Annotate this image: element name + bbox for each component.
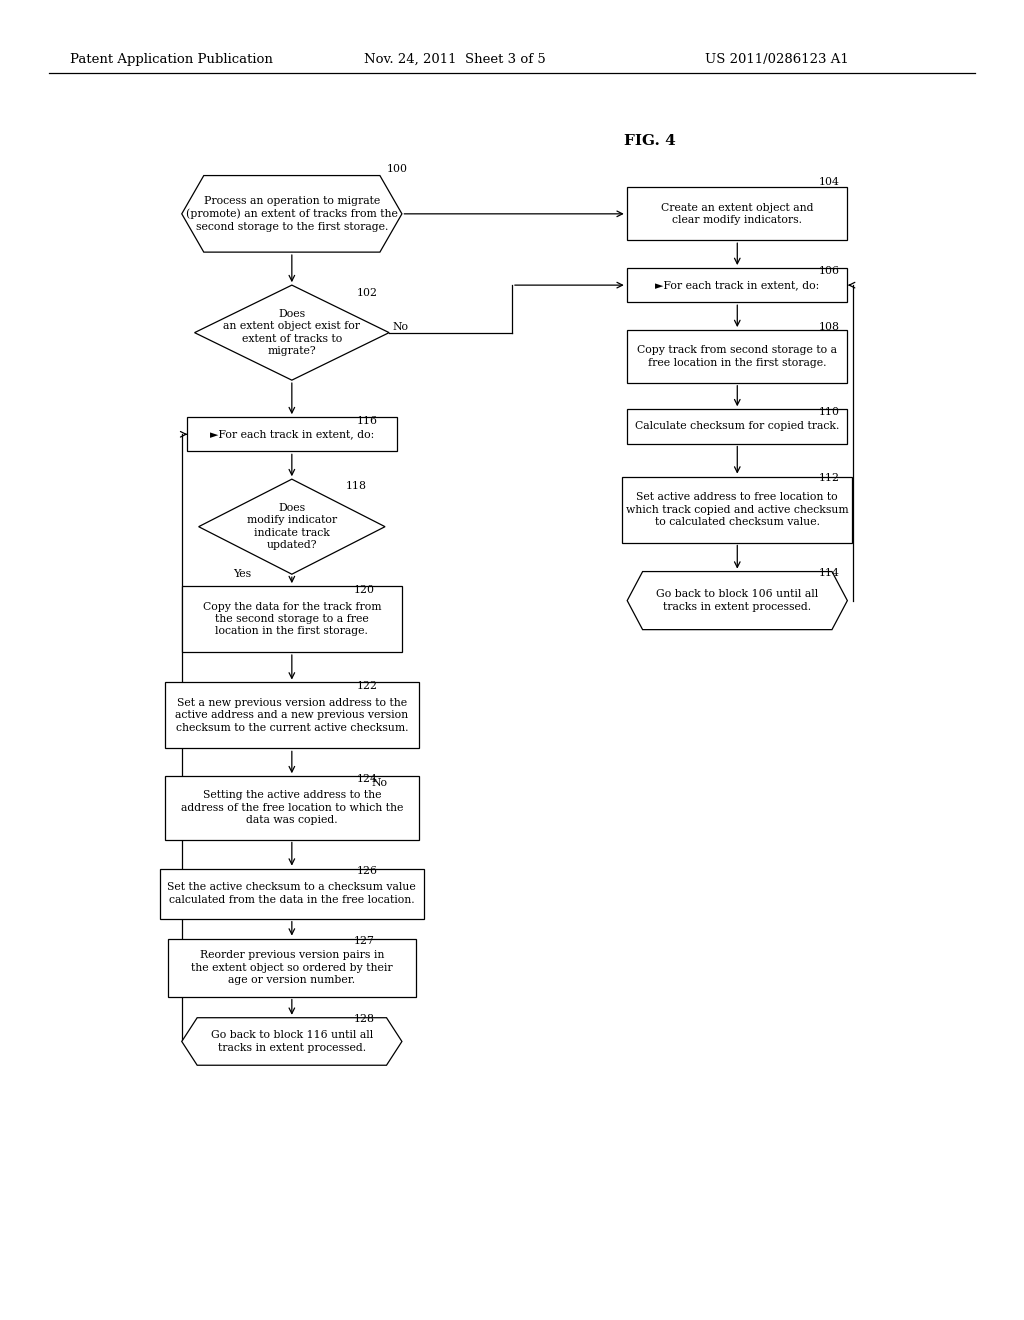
Text: 116: 116 — [356, 416, 378, 426]
FancyBboxPatch shape — [160, 869, 424, 919]
FancyBboxPatch shape — [622, 477, 852, 543]
Text: 108: 108 — [819, 322, 841, 333]
FancyBboxPatch shape — [165, 682, 419, 748]
Text: Create an extent object and
clear modify indicators.: Create an extent object and clear modify… — [662, 203, 813, 224]
Text: No: No — [372, 777, 388, 788]
Text: 102: 102 — [356, 288, 378, 298]
Text: ►For each track in extent, do:: ►For each track in extent, do: — [210, 429, 374, 440]
Text: 124: 124 — [356, 774, 377, 784]
Text: Copy the data for the track from
the second storage to a free
location in the fi: Copy the data for the track from the sec… — [203, 602, 381, 636]
Text: Set the active checksum to a checksum value
calculated from the data in the free: Set the active checksum to a checksum va… — [168, 883, 416, 904]
FancyBboxPatch shape — [165, 776, 419, 840]
Text: 122: 122 — [356, 681, 378, 692]
Text: Calculate checksum for copied track.: Calculate checksum for copied track. — [635, 421, 840, 432]
FancyBboxPatch shape — [627, 330, 847, 383]
Text: FIG. 4: FIG. 4 — [625, 135, 676, 148]
Text: 104: 104 — [819, 177, 840, 187]
Polygon shape — [195, 285, 389, 380]
Text: Set a new previous version address to the
active address and a new previous vers: Set a new previous version address to th… — [175, 698, 409, 733]
Text: Does
modify indicator
indicate track
updated?: Does modify indicator indicate track upd… — [247, 503, 337, 550]
Text: Process an operation to migrate
(promote) an extent of tracks from the
second st: Process an operation to migrate (promote… — [186, 197, 397, 231]
Text: 128: 128 — [353, 1014, 375, 1024]
Text: 112: 112 — [819, 473, 841, 483]
Text: 126: 126 — [356, 866, 378, 876]
Polygon shape — [182, 1018, 401, 1065]
Text: 114: 114 — [819, 568, 840, 578]
Text: Reorder previous version pairs in
the extent object so ordered by their
age or v: Reorder previous version pairs in the ex… — [191, 950, 392, 985]
Text: Nov. 24, 2011  Sheet 3 of 5: Nov. 24, 2011 Sheet 3 of 5 — [364, 53, 545, 66]
Polygon shape — [182, 176, 401, 252]
Text: 106: 106 — [819, 265, 841, 276]
Text: 100: 100 — [387, 164, 409, 174]
FancyBboxPatch shape — [627, 187, 847, 240]
Text: Go back to block 116 until all
tracks in extent processed.: Go back to block 116 until all tracks in… — [211, 1031, 373, 1052]
Text: 120: 120 — [353, 585, 375, 595]
Text: No: No — [392, 322, 409, 333]
Polygon shape — [627, 572, 848, 630]
Text: Set active address to free location to
which track copied and active checksum
to: Set active address to free location to w… — [626, 492, 849, 527]
FancyBboxPatch shape — [627, 268, 847, 302]
FancyBboxPatch shape — [182, 586, 401, 652]
Text: Go back to block 106 until all
tracks in extent processed.: Go back to block 106 until all tracks in… — [656, 590, 818, 611]
Text: Yes: Yes — [233, 569, 252, 579]
Polygon shape — [199, 479, 385, 574]
Text: US 2011/0286123 A1: US 2011/0286123 A1 — [705, 53, 848, 66]
Text: 110: 110 — [819, 407, 841, 417]
Text: 118: 118 — [346, 480, 368, 491]
FancyBboxPatch shape — [168, 939, 416, 997]
FancyBboxPatch shape — [186, 417, 396, 451]
Text: ►For each track in extent, do:: ►For each track in extent, do: — [655, 280, 819, 290]
Text: 127: 127 — [353, 936, 374, 946]
Text: Does
an extent object exist for
extent of tracks to
migrate?: Does an extent object exist for extent o… — [223, 309, 360, 356]
Text: Setting the active address to the
address of the free location to which the
data: Setting the active address to the addres… — [180, 791, 403, 825]
FancyBboxPatch shape — [627, 409, 847, 444]
Text: Patent Application Publication: Patent Application Publication — [70, 53, 272, 66]
Text: Copy track from second storage to a
free location in the first storage.: Copy track from second storage to a free… — [637, 346, 838, 367]
